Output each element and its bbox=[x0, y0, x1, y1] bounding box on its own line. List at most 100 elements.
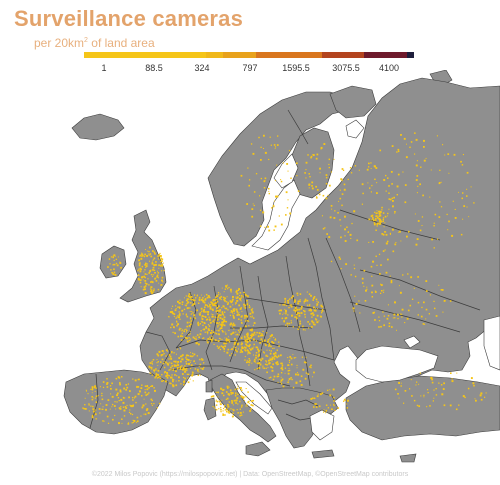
camera-dot bbox=[385, 233, 388, 236]
camera-dot bbox=[240, 337, 243, 339]
camera-dot bbox=[440, 384, 443, 386]
camera-dot bbox=[338, 200, 340, 202]
camera-dot bbox=[220, 295, 223, 298]
camera-dot bbox=[188, 373, 190, 376]
legend-swatch bbox=[407, 52, 414, 58]
camera-dot bbox=[328, 184, 331, 187]
camera-dot bbox=[199, 363, 202, 366]
camera-dot bbox=[146, 250, 148, 252]
camera-dot bbox=[340, 225, 342, 227]
camera-dot bbox=[387, 212, 389, 215]
camera-dot bbox=[269, 358, 272, 361]
camera-dot bbox=[181, 354, 184, 356]
camera-dot bbox=[156, 377, 159, 379]
camera-dot bbox=[273, 352, 275, 355]
camera-dot bbox=[239, 400, 241, 403]
camera-dot bbox=[175, 370, 177, 373]
camera-dot bbox=[232, 322, 235, 325]
camera-dot bbox=[94, 397, 96, 399]
camera-dot bbox=[239, 292, 242, 294]
camera-dot bbox=[176, 362, 178, 364]
camera-dot bbox=[389, 198, 392, 201]
camera-dot bbox=[404, 184, 407, 186]
camera-dot bbox=[394, 212, 396, 214]
camera-dot bbox=[311, 187, 314, 190]
camera-dot bbox=[276, 144, 279, 146]
camera-dot bbox=[246, 403, 248, 405]
camera-dot bbox=[211, 335, 213, 337]
camera-dot bbox=[217, 318, 219, 321]
camera-dot bbox=[342, 169, 345, 172]
camera-dot bbox=[378, 213, 380, 215]
camera-dot bbox=[116, 264, 119, 267]
camera-dot bbox=[225, 391, 228, 393]
camera-dot bbox=[296, 364, 298, 366]
camera-dot bbox=[232, 408, 234, 410]
camera-dot bbox=[284, 367, 287, 369]
camera-dot bbox=[298, 315, 301, 317]
camera-dot bbox=[142, 279, 144, 281]
camera-dot bbox=[255, 334, 257, 336]
camera-dot bbox=[163, 366, 166, 369]
camera-dot bbox=[247, 302, 249, 304]
camera-dot bbox=[113, 268, 115, 271]
camera-dot bbox=[248, 344, 251, 346]
camera-dot bbox=[232, 314, 235, 317]
camera-dot bbox=[187, 359, 190, 361]
camera-dot bbox=[168, 375, 170, 377]
camera-dot bbox=[327, 407, 330, 409]
camera-dot bbox=[253, 331, 256, 334]
camera-dot bbox=[221, 330, 223, 332]
camera-dot bbox=[321, 310, 324, 312]
country-border bbox=[245, 297, 327, 311]
camera-dot bbox=[138, 264, 141, 267]
camera-dot bbox=[222, 407, 225, 410]
camera-dot bbox=[235, 308, 238, 311]
camera-dot bbox=[423, 396, 425, 398]
camera-dot bbox=[216, 400, 219, 403]
camera-dot bbox=[229, 401, 231, 403]
adriatic-sea bbox=[235, 381, 273, 415]
camera-dot bbox=[275, 338, 277, 340]
camera-dot bbox=[345, 263, 348, 266]
camera-dot bbox=[410, 379, 412, 381]
camera-dot bbox=[349, 167, 352, 169]
camera-dot bbox=[288, 359, 291, 362]
camera-dot bbox=[415, 164, 418, 167]
camera-dot bbox=[204, 316, 207, 318]
camera-dot bbox=[390, 171, 393, 173]
camera-dot bbox=[163, 262, 164, 264]
camera-dot bbox=[113, 405, 116, 407]
camera-dot bbox=[201, 321, 204, 323]
camera-dot bbox=[200, 307, 203, 310]
camera-dot bbox=[252, 404, 254, 407]
camera-dot bbox=[227, 393, 230, 396]
camera-dot bbox=[246, 303, 249, 306]
camera-dot bbox=[212, 309, 214, 312]
camera-dot bbox=[102, 420, 104, 422]
camera-dot bbox=[334, 210, 336, 212]
camera-dot bbox=[389, 233, 391, 235]
camera-dot bbox=[453, 153, 456, 156]
camera-dot bbox=[276, 361, 279, 363]
camera-dot bbox=[181, 373, 184, 375]
kola-peninsula bbox=[329, 85, 377, 119]
camera-dot bbox=[185, 328, 187, 331]
camera-dot bbox=[396, 185, 399, 188]
camera-dot bbox=[383, 324, 386, 327]
camera-dot bbox=[198, 371, 200, 373]
camera-dot bbox=[94, 386, 96, 389]
camera-dot bbox=[175, 380, 177, 382]
camera-dot bbox=[306, 304, 309, 307]
camera-dot bbox=[163, 353, 165, 355]
camera-dot bbox=[191, 374, 194, 377]
camera-dot bbox=[150, 362, 152, 364]
camera-dot bbox=[379, 149, 382, 152]
camera-dot bbox=[386, 317, 389, 320]
camera-dot bbox=[250, 400, 253, 403]
camera-dot bbox=[456, 372, 458, 374]
camera-dot bbox=[190, 375, 192, 377]
camera-dot bbox=[90, 388, 92, 390]
camera-dot bbox=[258, 136, 260, 139]
camera-dot bbox=[241, 335, 243, 337]
